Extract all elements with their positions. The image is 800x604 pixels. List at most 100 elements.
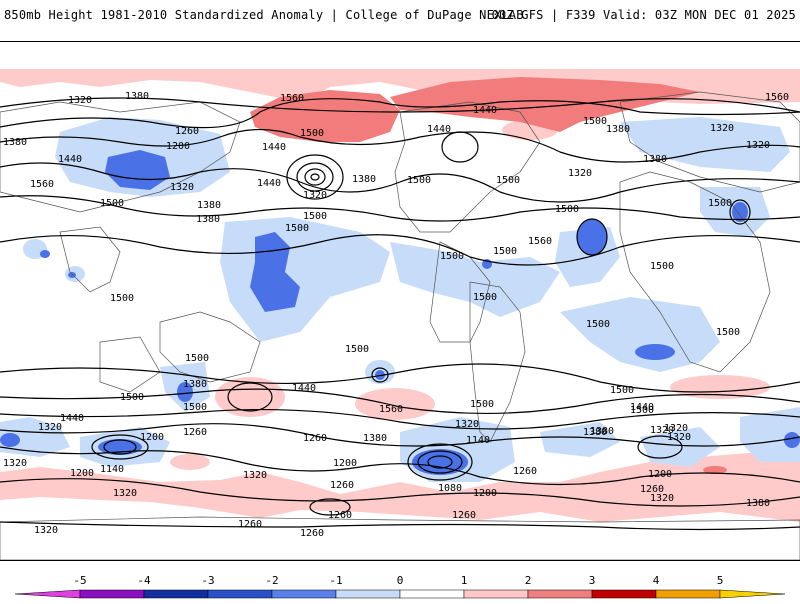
colorbar-tick: 5 [717,574,724,587]
contour-label: 1140 [100,464,124,475]
contour-label: 1260 [452,510,476,521]
colorbar-segment [79,589,145,599]
contour-label: 1500 [100,198,124,209]
contour-label: 1320 [710,123,734,134]
map-panel[interactable]: 1320 1380 1380 1260 1200 1440 1560 1560 … [0,41,800,561]
colorbar-svg: -5 -4 -3 -2 -1 0 1 2 3 4 5 [14,574,786,599]
contour-label: 1500 [583,116,607,127]
contour-label: 1320 [303,190,327,201]
contour-label: 1500 [407,175,431,186]
contour-label: 1380 [197,200,221,211]
contour-label: 1380 [606,124,630,135]
contour-label: 1440 [473,105,497,116]
contour-label: 1260 [640,484,664,495]
contour-label: 1320 [650,493,674,504]
contour-label: 1320 [113,488,137,499]
contour-labels: 1320 1380 1380 1260 1200 1440 1560 1560 … [3,91,789,539]
colorbar-tick: 1 [461,574,468,587]
contour-label: 1380 [590,426,614,437]
colorbar-segment [271,589,337,599]
contour-label: 1260 [330,480,354,491]
colorbar-segments [14,589,786,599]
contour-label: 1200 [70,468,94,479]
colorbar-ticks: -5 -4 -3 -2 -1 0 1 2 3 4 5 [73,574,723,587]
contour-label: 1320 [664,423,688,434]
colorbar-tick: -4 [137,574,151,587]
contour-label: 1380 [746,498,770,509]
contour-label: 1500 [183,402,207,413]
contour-label: 1080 [438,483,462,494]
colorbar-segment [655,589,721,599]
contour-label: 1500 [708,198,732,209]
contour-label: 1140 [466,435,490,446]
colorbar: -5 -4 -3 -2 -1 0 1 2 3 4 5 [0,570,800,600]
contour-label: 1500 [650,261,674,272]
contour-label: 1320 [34,525,58,536]
contour-label: 1500 [555,204,579,215]
colorbar-segment [207,589,273,599]
colorbar-tick: 4 [653,574,660,587]
colorbar-tick: 0 [397,574,404,587]
contour-label: 1440 [262,142,286,153]
contour-label: 1500 [473,292,497,303]
colorbar-segment [399,589,465,599]
colorbar-tick: -3 [201,574,214,587]
contour-label: 1260 [238,519,262,530]
contour-label: 1440 [427,124,451,135]
contour-label: 1380 [125,91,149,102]
contour-label: 1260 [303,433,327,444]
contour-label: 1260 [328,510,352,521]
contour-label: 1200 [473,488,497,499]
colorbar-tick: -2 [265,574,278,587]
contour-label: 1320 [243,470,267,481]
colorbar-segment [719,589,786,599]
colorbar-segment [527,589,593,599]
contour-label: 1560 [528,236,552,247]
height-contours [0,97,800,531]
contour-label: 1320 [667,432,691,443]
contour-label: 1500 [110,293,134,304]
contour-label: 1320 [3,458,27,469]
contour-label: 1320 [68,95,92,106]
colorbar-segment [335,589,401,599]
colorbar-segment [463,589,529,599]
contour-label: 1380 [583,427,607,438]
contour-label: 1440 [60,413,84,424]
contour-label: 1200 [333,458,357,469]
contour-label: 1500 [285,223,309,234]
contour-label: 1440 [292,383,316,394]
contour-label: 1560 [280,93,304,104]
contour-label: 1500 [470,399,494,410]
contour-label: 1500 [586,319,610,330]
contour-label: 1440 [630,402,654,413]
colorbar-tick: -5 [73,574,86,587]
contour-label: 1320 [455,419,479,430]
contour-label: 1200 [166,141,190,152]
contour-label: 1560 [379,404,403,415]
contour-label: 1320 [170,182,194,193]
contour-label: 1380 [3,137,27,148]
colorbar-segment [143,589,209,599]
contour-label: 1380 [196,214,220,225]
contour-label: 1500 [345,344,369,355]
contour-label: 1380 [183,379,207,390]
map-title: 850mb Height 1981-2010 Standardized Anom… [4,8,524,22]
contour-label: 1500 [716,327,740,338]
contour-label: 1260 [513,466,537,477]
contour-label: 1500 [440,251,464,262]
contour-label: 1500 [300,128,324,139]
contour-label: 1260 [183,427,207,438]
contour-label: 1200 [140,432,164,443]
contour-label: 1260 [300,528,324,539]
contour-label: 1500 [496,175,520,186]
colorbar-tick: 2 [525,574,532,587]
contour-label: 1440 [257,178,281,189]
contour-label: 1380 [352,174,376,185]
contour-label: 1500 [610,385,634,396]
contour-label: 1500 [185,353,209,364]
contour-label: 1320 [746,140,770,151]
contour-label: 1380 [363,433,387,444]
anomaly-map: 1320 1380 1380 1260 1200 1440 1560 1560 … [0,69,800,560]
colorbar-tick: 3 [589,574,596,587]
model-run-info: 00Z GFS | F339 Valid: 03Z MON DEC 01 202… [491,8,796,22]
